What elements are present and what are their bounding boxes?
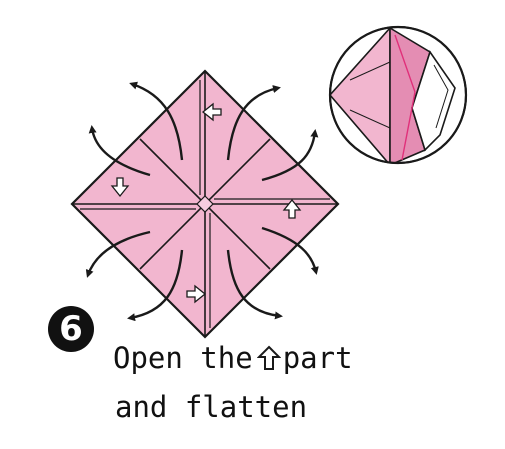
instruction-line-2: and flatten	[115, 390, 308, 424]
open-arrow-icon	[201, 102, 222, 122]
folded-square	[70, 69, 340, 339]
curved-arrow-icon	[85, 81, 319, 322]
up-arrow-outline-icon	[256, 344, 282, 378]
instruction-line-1: Open the part	[113, 341, 353, 378]
open-arrow-icon	[282, 198, 302, 219]
open-arrow-icon	[110, 177, 130, 198]
instruction-text-open: Open the	[113, 341, 253, 375]
step-number-badge: 6	[48, 306, 94, 352]
instruction-text-part: part	[282, 341, 353, 375]
detail-inset	[328, 25, 468, 165]
open-arrow-icon	[186, 284, 207, 304]
